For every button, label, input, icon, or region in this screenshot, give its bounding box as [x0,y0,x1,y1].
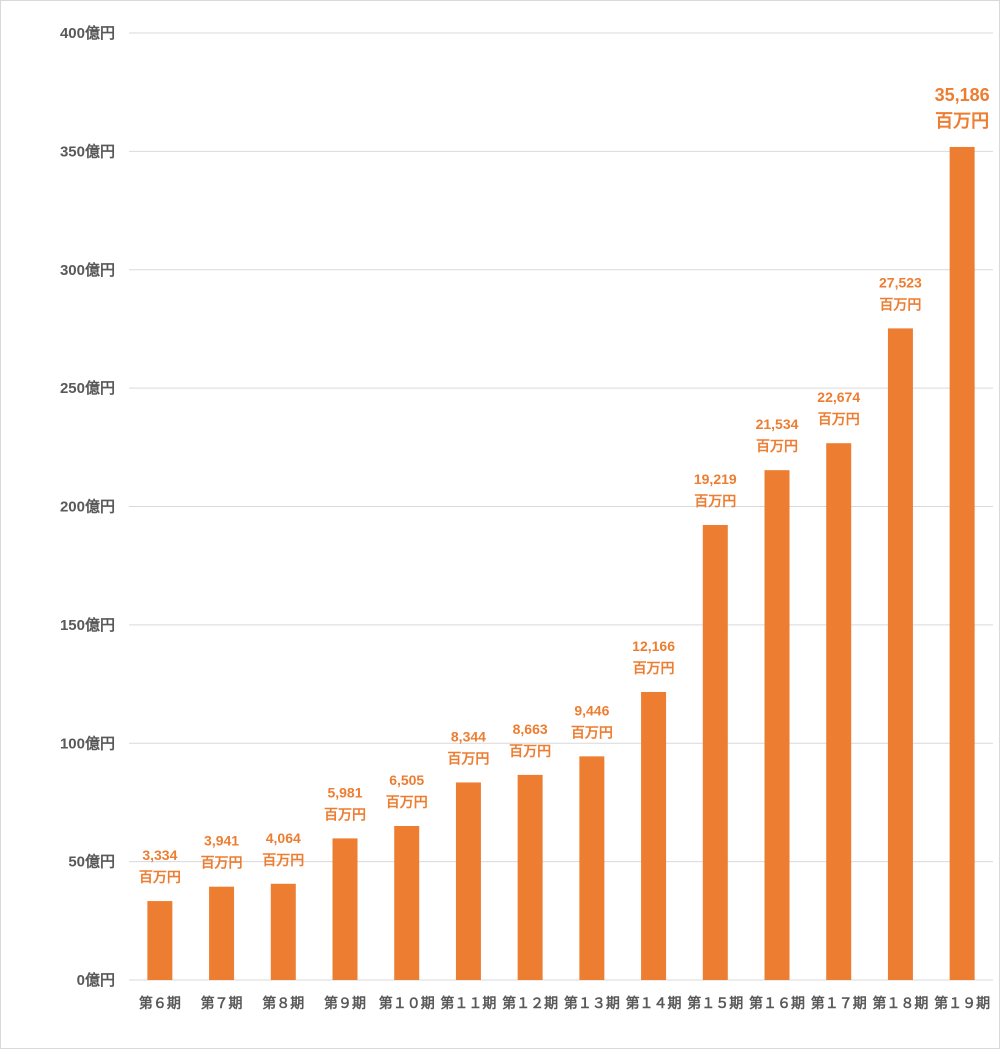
y-tick-label: 300億円 [60,261,115,279]
data-label-value: 9,446 [574,702,609,718]
data-label-unit: 百万円 [633,660,675,676]
data-label-value: 35,186 [935,85,990,105]
data-label-value: 8,663 [513,721,548,737]
bar [826,443,852,980]
data-label-value: 27,523 [879,274,922,290]
data-label-value: 3,941 [204,833,239,849]
data-label-unit: 百万円 [935,111,989,131]
bar [270,883,296,980]
y-tick-label: 200億円 [60,498,115,516]
y-tick-label: 250億円 [60,379,115,397]
data-label-value: 22,674 [817,389,860,405]
bar [641,691,667,980]
bar [517,774,543,980]
x-tick-label: 第１９期 [934,995,990,1011]
y-tick-label: 350億円 [60,142,115,160]
x-tick-label: 第１１期 [440,995,496,1011]
data-label-unit: 百万円 [324,806,366,822]
bar [702,524,728,980]
data-label-value: 19,219 [694,471,737,487]
data-label-unit: 百万円 [447,750,489,766]
bar [887,328,913,981]
data-label-unit: 百万円 [818,411,860,427]
bar [455,782,481,980]
y-tick-label: 100億円 [60,734,115,752]
x-tick-label: 第１４期 [626,995,682,1011]
data-label-value: 5,981 [327,784,362,800]
data-label-value: 4,064 [266,830,301,846]
bar [394,825,420,980]
x-tick-label: 第９期 [324,995,366,1011]
data-label-value: 12,166 [632,638,675,654]
data-label-unit: 百万円 [879,296,921,312]
x-tick-label: 第６期 [139,995,181,1011]
data-label-value: 21,534 [756,416,799,432]
x-tick-label: 第８期 [262,995,304,1011]
x-tick-label: 第１６期 [749,995,805,1011]
x-tick-label: 第１０期 [379,995,435,1011]
data-label-unit: 百万円 [262,852,304,868]
x-tick-label: 第１３期 [564,995,620,1011]
bar [147,901,173,980]
bar [579,756,605,980]
data-label-unit: 百万円 [509,743,551,759]
data-label-value: 8,344 [451,728,486,744]
y-tick-label: 50億円 [68,853,115,871]
data-label-value: 6,505 [389,772,424,788]
x-tick-label: 第１２期 [502,995,558,1011]
bar [949,146,975,981]
x-tick-label: 第１７期 [811,995,867,1011]
data-label-unit: 百万円 [386,794,428,810]
x-tick-label: 第７期 [201,995,243,1011]
y-tick-label: 400億円 [60,24,115,42]
data-label-value: 3,334 [142,847,177,863]
data-label-unit: 百万円 [756,438,798,454]
y-tick-label: 0億円 [77,971,115,989]
data-label-unit: 百万円 [201,855,243,871]
x-tick-label: 第１８期 [872,995,928,1011]
bar [332,838,358,980]
bar [209,886,235,980]
data-label-unit: 百万円 [571,724,613,740]
data-label-unit: 百万円 [139,869,181,885]
bar [764,470,790,980]
x-tick-label: 第１５期 [687,995,743,1011]
y-tick-label: 150億円 [60,616,115,634]
data-label-unit: 百万円 [694,493,736,509]
